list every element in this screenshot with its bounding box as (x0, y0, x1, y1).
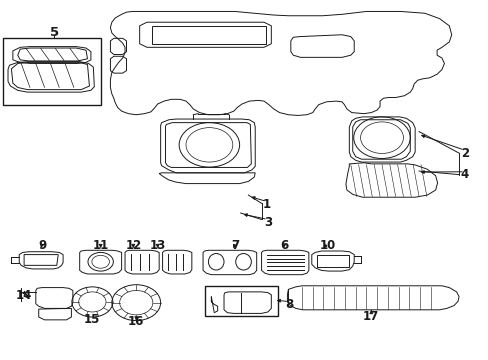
Text: 8: 8 (285, 298, 293, 311)
Text: 15: 15 (84, 313, 101, 327)
Text: 6: 6 (280, 239, 288, 252)
Text: 3: 3 (264, 216, 271, 229)
Text: 7: 7 (231, 239, 239, 252)
Bar (205, 286, 277, 316)
Text: 13: 13 (149, 239, 165, 252)
Text: 11: 11 (92, 239, 108, 252)
Text: 9: 9 (38, 239, 46, 252)
Text: 2: 2 (460, 147, 468, 159)
Text: 14: 14 (16, 289, 32, 302)
Text: 1: 1 (263, 198, 270, 211)
Text: 17: 17 (363, 310, 379, 324)
Text: 4: 4 (460, 168, 468, 181)
Text: 16: 16 (128, 315, 144, 328)
Bar (3, 39, 101, 105)
Text: 10: 10 (319, 239, 335, 252)
Text: 12: 12 (125, 239, 141, 252)
Text: 5: 5 (50, 27, 59, 40)
